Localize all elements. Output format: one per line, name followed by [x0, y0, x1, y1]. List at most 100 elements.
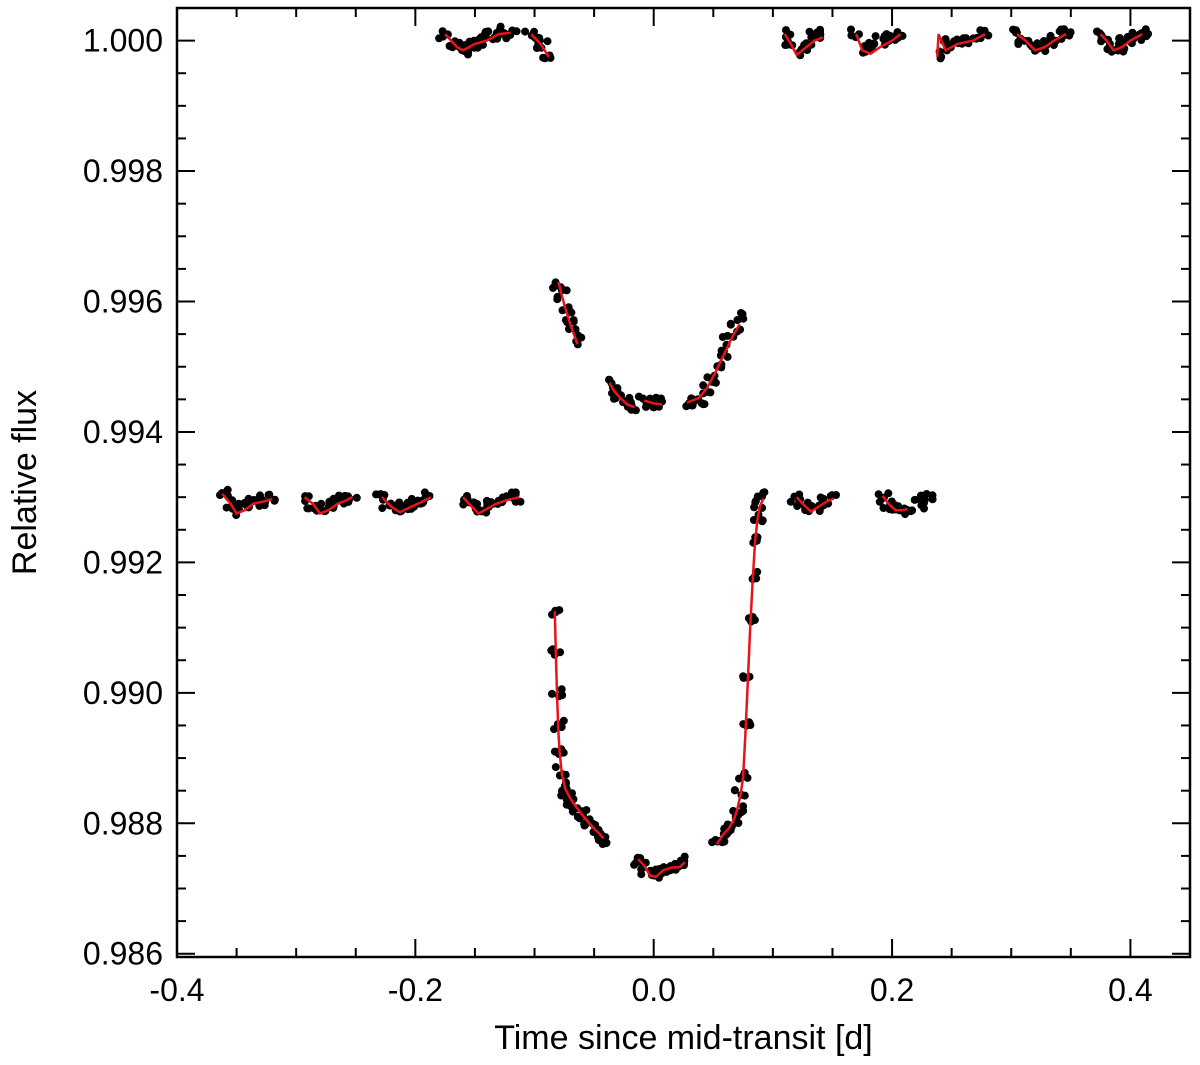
data-point-s1-78 — [749, 516, 758, 524]
data-point-s0-68 — [1041, 47, 1050, 56]
data-point-s1-74 — [739, 672, 748, 681]
data-point-s0-35 — [699, 381, 708, 390]
model-fit-segment-6 — [783, 33, 824, 57]
data-point-s0-77 — [1114, 40, 1123, 48]
y-tick-label: 0.992 — [83, 544, 163, 580]
x-tick-label: 0.0 — [631, 972, 675, 1008]
data-point-s1-10 — [303, 504, 312, 513]
model-fit-segment-19 — [881, 495, 908, 512]
data-point-s1-45 — [568, 789, 576, 798]
data-point-s1-53 — [598, 840, 607, 848]
model-fit-segment-18 — [795, 496, 835, 514]
data-point-s1-71 — [730, 786, 739, 795]
model-fit-segment-12 — [303, 496, 353, 516]
data-point-s0-39 — [723, 331, 732, 340]
data-point-s0-61 — [959, 34, 968, 43]
data-point-s0-49 — [847, 25, 855, 34]
data-point-s1-94 — [915, 495, 923, 504]
data-point-s0-72 — [1060, 25, 1069, 34]
data-point-s1-40 — [550, 725, 558, 734]
y-tick-label: 1.000 — [83, 23, 163, 59]
data-point-s0-40 — [726, 319, 735, 328]
data-point-s1-39 — [557, 685, 566, 694]
x-tick-label: 0.4 — [1108, 972, 1152, 1008]
data-point-s1-47 — [568, 807, 577, 816]
data-point-s0-53 — [871, 32, 880, 41]
data-point-s0-19 — [569, 317, 578, 326]
data-point-s0-68 — [1032, 41, 1041, 50]
model-fit-segment-9 — [1016, 33, 1067, 52]
data-point-s1-64 — [680, 856, 689, 865]
data-point-s1-17 — [352, 493, 361, 502]
data-point-s1-89 — [879, 504, 888, 512]
model-fit-segment-4 — [643, 399, 663, 406]
data-point-s0-77 — [1115, 34, 1124, 42]
data-point-s0-11 — [502, 34, 511, 43]
x-tick-label: -0.2 — [388, 972, 443, 1008]
data-point-s1-81 — [786, 497, 795, 506]
data-point-s1-7 — [260, 501, 269, 510]
data-point-s0-7 — [484, 27, 493, 36]
data-point-s1-8 — [270, 496, 279, 505]
data-point-s0-55 — [882, 30, 891, 39]
data-point-s0-16 — [549, 283, 557, 292]
data-point-s0-41 — [738, 310, 747, 319]
y-axis-label: Relative flux — [6, 390, 44, 575]
model-fit-segment-5 — [686, 323, 741, 404]
y-tick-label: 0.988 — [83, 805, 163, 841]
data-point-s0-17 — [562, 286, 571, 295]
data-point-s1-95 — [928, 495, 937, 504]
data-point-s0-80 — [1142, 32, 1151, 41]
data-point-s0-34 — [700, 400, 709, 409]
model-fit-layer — [221, 31, 1143, 879]
data-point-s0-36 — [703, 373, 712, 382]
data-point-s1-70 — [737, 808, 746, 817]
data-point-s1-19 — [378, 504, 387, 513]
model-fit-segment-13 — [381, 496, 432, 514]
data-point-s1-26 — [420, 488, 429, 497]
data-point-s1-14 — [325, 497, 334, 506]
data-point-s0-72 — [1066, 28, 1075, 37]
axis-tick-labels: -0.4 -0.2 0.0 0.2 0.4 0.986 0.988 0.990 0.992 0.9… — [83, 23, 1153, 1008]
data-point-s0-59 — [941, 35, 950, 44]
data-point-s1-95 — [922, 490, 931, 498]
data-point-s1-40 — [559, 716, 568, 725]
data-point-s1-78 — [758, 516, 767, 525]
model-fit-segment-3 — [608, 382, 636, 409]
model-fit-segment-16 — [637, 858, 686, 879]
data-point-s1-1 — [222, 503, 231, 512]
y-tick-label: 0.998 — [83, 153, 163, 189]
model-fit-segment-10 — [1099, 33, 1143, 52]
y-tick-label: 0.986 — [83, 936, 163, 972]
data-point-s1-66 — [720, 837, 729, 846]
data-point-s0-41 — [733, 316, 742, 324]
model-fit-segment-14 — [462, 495, 520, 516]
data-point-s0-63 — [984, 31, 993, 40]
data-point-s1-50 — [581, 821, 590, 829]
data-point-s1-82 — [793, 502, 802, 510]
y-tick-label: 0.996 — [83, 284, 163, 320]
model-fit-segment-1 — [530, 33, 550, 58]
model-fit-segment-8 — [936, 33, 986, 57]
model-fit-segment-0 — [444, 31, 511, 52]
data-point-s1-75 — [750, 616, 759, 624]
data-point-s0-70 — [1046, 31, 1055, 40]
data-point-s0-35 — [706, 388, 715, 397]
data-point-s1-8 — [264, 491, 273, 499]
model-fit-segment-17 — [715, 498, 765, 845]
data-point-s0-38 — [723, 352, 732, 361]
data-point-s1-76 — [753, 567, 762, 576]
data-point-s1-86 — [816, 493, 825, 502]
data-point-s1-79 — [750, 503, 759, 512]
data-point-s1-73 — [746, 721, 755, 729]
y-tick-label: 0.994 — [83, 414, 163, 450]
data-point-s0-24 — [610, 394, 618, 403]
data-point-s1-80 — [758, 492, 767, 501]
data-point-s1-70 — [739, 802, 748, 811]
model-fit-segment-15 — [553, 611, 605, 840]
data-point-s0-28 — [634, 392, 643, 401]
data-point-s1-40 — [557, 723, 566, 732]
data-point-s0-10 — [496, 22, 505, 31]
data-point-s1-36 — [516, 497, 525, 506]
